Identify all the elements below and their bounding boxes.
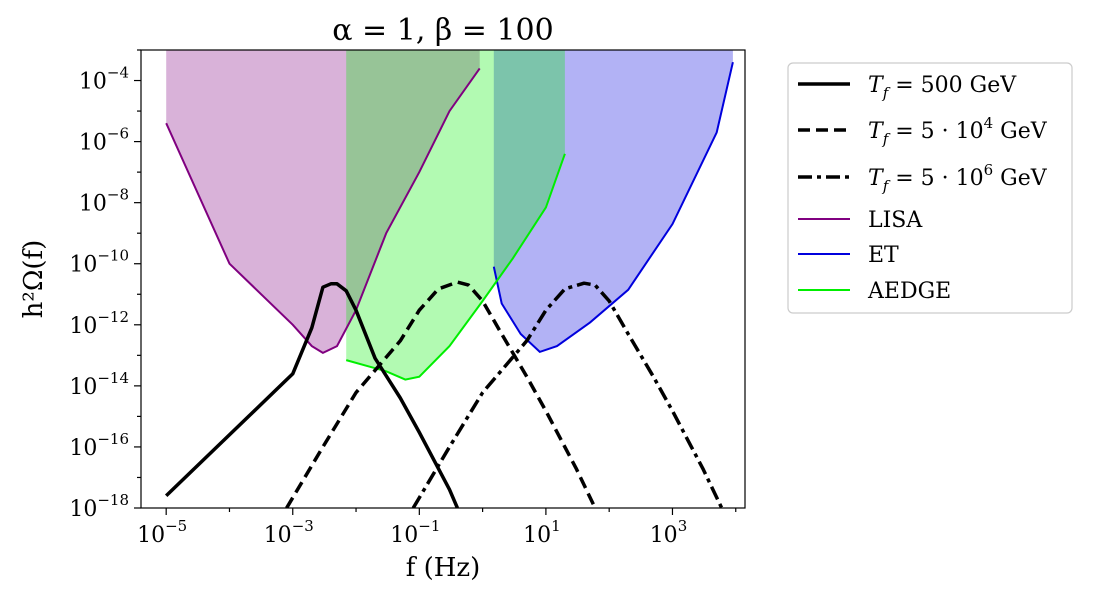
y-tick-base: 10 [79,70,107,95]
legend-label-main: T [868,166,885,191]
sensitivity-curve-lisa [165,67,481,355]
y-tick-exponent: −10 [97,247,129,265]
chart-title: α = 1, β = 100 [332,13,553,48]
x-tick-exponent: −5 [165,517,187,535]
sensitivity-region-et [493,50,733,352]
legend-label-subscript: f [882,130,891,148]
plot-clipped [164,50,734,508]
plot-frame [140,49,746,509]
x-tick-base: 10 [650,523,678,548]
legend-label-superscript: 4 [984,114,994,132]
y-tick-base: 10 [79,192,107,217]
legend-label-main: LISA [868,208,923,233]
x-tick-base: 10 [523,523,551,548]
sensitivity-curve-et [492,61,734,354]
legend-label: AEDGE [867,279,951,304]
legend-label-tail: GeV [993,119,1048,144]
legend-label: Tf = 5 · 106 GeV [868,161,1048,195]
y-tick-label: 10−16 [69,430,129,461]
legend-label-text: = 5 · 10 [888,119,983,144]
y-tick-base: 10 [69,253,97,278]
y-tick-label: 10−10 [69,247,129,278]
y-tick-label: 10−14 [69,369,129,400]
plot-area [164,50,734,508]
y-tick-label: 10−18 [69,491,129,522]
x-tick-label: 10−3 [264,517,314,548]
x-axis-title: f (Hz) [406,553,481,583]
y-tick-label: 10−8 [79,186,129,217]
series-line-dashdot [411,281,724,508]
series-line-dashed [285,280,597,508]
legend-label: ET [868,243,899,268]
y-tick-label: 10−6 [79,125,129,156]
y-tick-exponent: −18 [97,491,129,509]
legend-label-subscript: f [882,177,891,195]
x-tick-label: 101 [523,517,561,548]
x-tick-exponent: 3 [678,517,688,535]
axes: 10−5 10−3 10−1 101 10310−1810−1610−1410−1210… [69,49,746,548]
y-tick-exponent: −4 [107,64,129,82]
x-tick-exponent: 1 [551,517,561,535]
legend-label-main: T [868,119,885,144]
y-tick-exponent: −8 [107,186,129,204]
legend-label-subscript: f [882,84,891,102]
legend-item: LISA [798,208,923,233]
sensitivity-region-aedge [346,50,565,380]
x-tick-base: 10 [264,523,292,548]
legend-item: ET [798,243,899,268]
legend-item: Tf = 5 · 106 GeV [798,161,1048,195]
sensitivity-curve-aedge [345,153,566,381]
legend-label-main: T [868,73,885,98]
y-axis-title: h²Ω(f) [19,240,49,319]
x-tick-label: 10−1 [390,517,440,548]
y-tick-label: 10−4 [79,64,129,95]
x-tick-exponent: −3 [292,517,314,535]
legend-label: LISA [868,208,923,233]
legend-label: Tf = 5 · 104 GeV [868,114,1048,148]
legend-label-text: = 5 · 10 [888,166,983,191]
series-line-solid [164,282,460,508]
legend-label-main: ET [868,243,899,268]
y-tick-base: 10 [79,131,107,156]
x-tick-label: 103 [650,517,688,548]
x-tick-base: 10 [390,523,418,548]
legend-item: Tf = 5 · 104 GeV [798,114,1048,148]
y-tick-base: 10 [69,314,97,339]
legend-label-main: AEDGE [867,279,951,304]
y-tick-exponent: −14 [97,369,129,387]
y-tick-exponent: −16 [97,430,129,448]
legend-label-text: = 500 GeV [888,73,1017,98]
x-tick-exponent: −1 [418,517,440,535]
y-tick-base: 10 [69,375,97,400]
y-tick-exponent: −12 [97,308,129,326]
y-tick-base: 10 [69,436,97,461]
legend-box [787,62,1073,314]
legend-item: AEDGE [798,279,951,304]
y-tick-base: 10 [69,497,97,522]
y-tick-exponent: −6 [107,125,129,143]
legend-item: Tf = 500 GeV [798,73,1017,102]
y-tick-label: 10−12 [69,308,129,339]
x-tick-label: 10−5 [137,517,187,548]
legend-label-superscript: 6 [984,161,994,179]
x-tick-base: 10 [137,523,165,548]
legend-label-tail: GeV [993,166,1048,191]
legend-label: Tf = 500 GeV [868,73,1017,102]
